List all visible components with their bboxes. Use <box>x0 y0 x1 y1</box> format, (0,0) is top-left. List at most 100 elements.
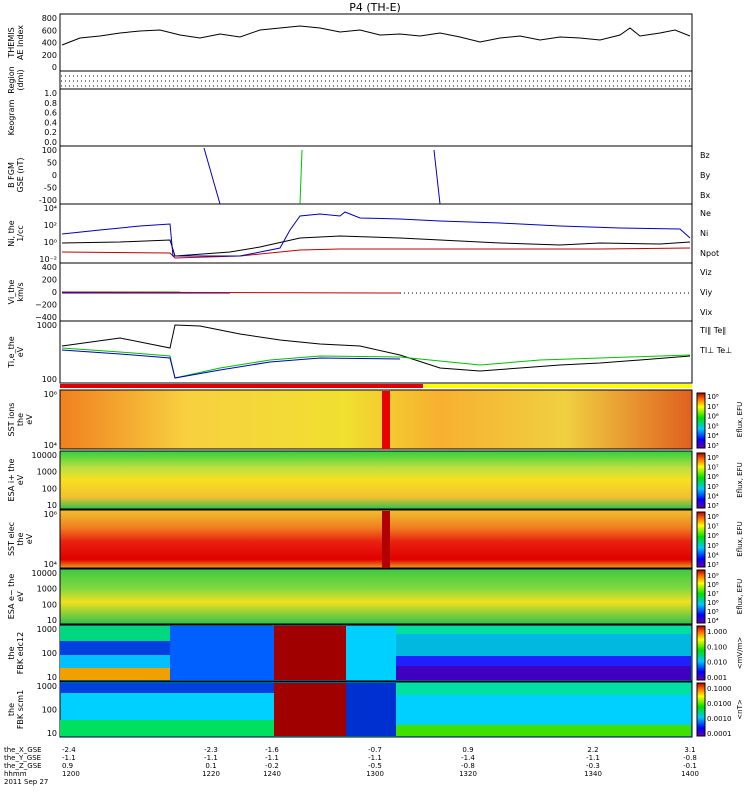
sst-ion-gap <box>382 391 390 449</box>
temp-ytick: 1000 <box>37 321 57 330</box>
ne-line <box>61 247 691 259</box>
esa_ion-cbtick: 10³ <box>707 502 719 510</box>
te-perp-line <box>61 349 401 379</box>
temp-panel-frame <box>59 320 693 384</box>
fbk_scm-ytick: 1000 <box>37 682 57 691</box>
ae-ylabel: THEMIS <box>7 27 16 58</box>
esa_ion-ylabel: eV <box>16 474 25 485</box>
xaxis-row-label: the_X_GSE <box>4 746 42 754</box>
fbk_edc-ytick: 1000 <box>37 625 57 634</box>
esa_ion-ytick: 10 <box>47 501 57 510</box>
ae-ytick: 200 <box>42 51 57 60</box>
esa_ion-ytick: 100 <box>42 484 57 493</box>
density-panel-frame <box>59 203 693 264</box>
status-bar-red <box>60 384 423 388</box>
ae-panel-frame <box>59 13 693 72</box>
sst_ion-cbtick: 10⁴ <box>707 432 719 440</box>
sst-elec-gap <box>382 511 390 568</box>
sst_ion-ytick: 10⁶ <box>44 390 57 399</box>
sst_elec-cbtick: 10⁸ <box>707 513 719 521</box>
sst-elec-colorbar <box>696 511 706 568</box>
kegram-ytick: 1.0 <box>44 89 57 98</box>
esa_ion-ylabel: ESA i+ the <box>7 458 16 501</box>
xaxis-tick: -2.4 <box>62 746 76 754</box>
xaxis-tick: 3.1 <box>684 746 695 754</box>
xaxis-tick: -1.4 <box>461 754 475 762</box>
esa_elec-cbtick: 10⁵ <box>707 608 719 616</box>
bfgm-ytick: 100 <box>42 146 57 155</box>
density-ylabel: 1/cc <box>16 225 25 242</box>
xaxis-tick: -0.1 <box>683 762 697 770</box>
sst_elec-ylabel: SST elec <box>7 522 16 556</box>
xaxis-date: 2011 Sep 27 <box>4 778 48 786</box>
density-ytick: 10⁴ <box>44 204 57 213</box>
xaxis-tick: 0.9 <box>462 746 473 754</box>
npot-line <box>61 211 691 257</box>
by-line <box>299 149 303 205</box>
fbk_scm-cbtick: 0.1000 <box>707 685 732 693</box>
temp-ytick: 100 <box>42 375 57 384</box>
fbk_scm-cbtick: 0.0010 <box>707 715 732 723</box>
xaxis-tick: 1240 <box>263 770 281 778</box>
temp-legend: TI⊥ Te⊥ <box>699 346 732 355</box>
density-legend: Npot <box>700 249 719 258</box>
viz-line <box>61 291 401 294</box>
ae-ytick: 800 <box>42 14 57 23</box>
xaxis-tick: -0.3 <box>586 762 600 770</box>
kegram-ylabel: Keogram <box>7 99 16 135</box>
xaxis-tick: 1220 <box>202 770 220 778</box>
sst_ion-ytick: 10⁴ <box>44 441 57 450</box>
esa_elec-cblabel: Eflux, EFU <box>736 579 744 614</box>
velocity-ytick: 200 <box>42 276 57 285</box>
density-ytick: 10⁻² <box>39 255 57 264</box>
sst-elec-spectrogram <box>59 509 693 569</box>
xaxis-row-label: the_Y_GSE <box>4 754 41 762</box>
sst_ion-cblabel: Eflux, EFU <box>736 402 744 437</box>
bfgm-ylabel: B FGM <box>7 162 16 188</box>
sst_elec-cbtick: 10⁷ <box>707 523 719 531</box>
fbk_edc-cbtick: 1.000 <box>707 628 727 636</box>
ae-ylabel: AE Index <box>16 25 25 60</box>
xaxis-tick: 1340 <box>584 770 602 778</box>
temp-ylabel: Ti,e_the <box>7 336 16 369</box>
sst_ion-ylabel: eV <box>25 414 34 425</box>
sst_ion-cbtick: 10⁶ <box>707 413 719 421</box>
sst_elec-ylabel: eV <box>25 533 34 544</box>
region-dots <box>61 75 691 87</box>
esa_ion-cbtick: 10⁴ <box>707 492 719 500</box>
fbk_edc-cbtick: 0.010 <box>707 659 727 667</box>
sst_ion-cbtick: 10⁵ <box>707 422 719 430</box>
esa_ion-ytick: 10000 <box>32 451 57 460</box>
kegram-ytick: 0.8 <box>44 99 57 108</box>
fbk-edc-panel <box>59 624 693 682</box>
fbk-scm-panel <box>59 681 693 738</box>
ti-perp-line <box>61 347 691 379</box>
fbk_scm-ytick: 100 <box>42 706 57 715</box>
bfgm-ytick: -100 <box>39 196 57 205</box>
esa_elec-ylabel: ESA e− the <box>7 574 16 620</box>
bfgm-ytick: 0 <box>52 171 57 180</box>
xaxis-tick: 2.2 <box>587 746 598 754</box>
esa_ion-cblabel: Eflux, EFU <box>736 462 744 497</box>
bfgm-ylabel: GSE (nT) <box>16 157 25 192</box>
bfgm-legend: Bz <box>700 151 710 160</box>
esa_elec-ytick: 10000 <box>32 569 57 578</box>
bfgm-legend: By <box>700 171 710 180</box>
xaxis-tick: 0.1 <box>205 762 216 770</box>
velocity-ytick: −200 <box>35 301 57 310</box>
sst_ion-cbtick: 10³ <box>707 442 719 450</box>
fbk_scm-cblabel: <nT> <box>736 699 744 720</box>
fbk-scm-colorbar <box>696 682 706 737</box>
sst_ion-cbtick: 10⁸ <box>707 393 719 401</box>
fbk_scm-cbtick: 0.0001 <box>707 730 732 738</box>
sst_elec-cblabel: Eflux, EFU <box>736 521 744 556</box>
fbk_edc-cbtick: 0.001 <box>707 674 727 682</box>
sst_ion-ylabel: SST ions <box>7 403 16 437</box>
velocity-ytick: 400 <box>42 263 57 272</box>
esa_ion-cbtick: 10⁵ <box>707 483 719 491</box>
bfgm-legend: Bx <box>700 191 710 200</box>
region-ylabel: (dmi) <box>16 69 25 90</box>
kegram-ytick: 0.4 <box>44 118 57 127</box>
xaxis-row-label: hhmm <box>4 770 27 778</box>
